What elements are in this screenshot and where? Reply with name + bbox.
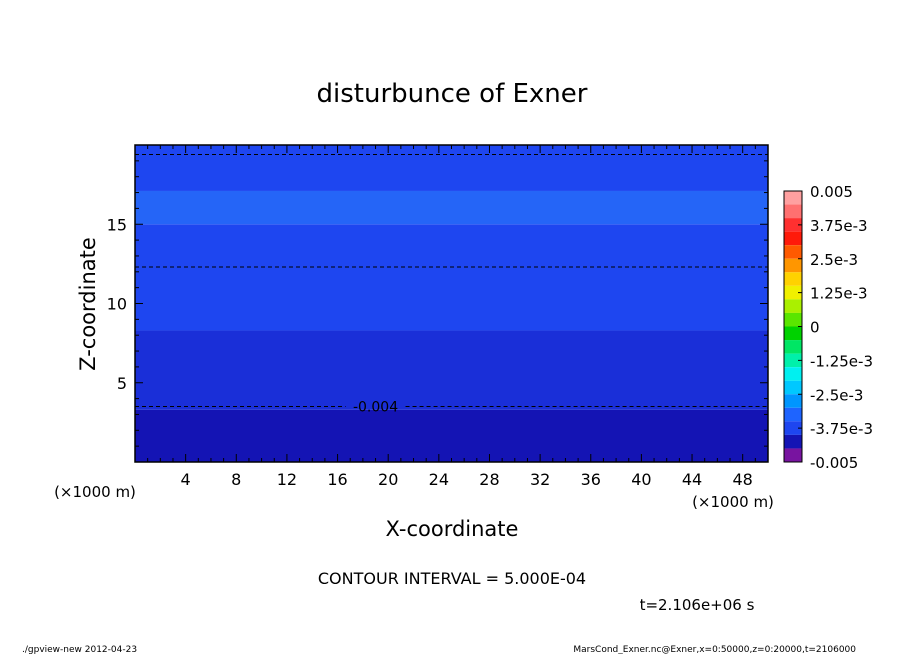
colorbar-swatch xyxy=(784,367,802,381)
colorbar-swatch xyxy=(784,245,802,259)
y-tick-label: 5 xyxy=(117,374,127,393)
heatmap-band xyxy=(135,224,768,331)
colorbar-swatch xyxy=(784,353,802,368)
colorbar-swatch xyxy=(784,285,802,300)
x-tick-label: 44 xyxy=(682,470,702,489)
contour-label: -0.004 xyxy=(353,400,398,416)
y-tick-label: 10 xyxy=(107,295,127,314)
footer-right: MarsCond_Exner.nc@Exner,x=0:50000,z=0:20… xyxy=(573,645,856,654)
colorbar-label: 1.25e-3 xyxy=(810,285,868,303)
y-tick-label: 15 xyxy=(107,215,127,234)
heatmap-bands xyxy=(135,145,768,462)
footer-left: ./gpview-new 2012-04-23 xyxy=(22,645,137,654)
heatmap-band xyxy=(135,190,768,225)
colorbar-swatch xyxy=(784,394,802,408)
colorbar-swatch xyxy=(784,407,802,422)
chart-title: disturbunce of Exner xyxy=(317,79,588,109)
contour-interval-note: CONTOUR INTERVAL = 5.000E-04 xyxy=(318,569,586,588)
colorbar-label: -0.005 xyxy=(810,454,858,472)
colorbar-swatch xyxy=(784,204,802,219)
heatmap-band xyxy=(135,330,768,410)
y-axis-label: Z-coordinate xyxy=(76,237,100,371)
x-tick-label: 12 xyxy=(277,470,297,489)
x-tick-label: 20 xyxy=(378,470,398,489)
heatmap-band xyxy=(135,409,768,462)
colorbar-label: 2.5e-3 xyxy=(810,251,858,269)
colorbar-swatch xyxy=(784,231,802,246)
colorbar-label: 0.005 xyxy=(810,183,853,201)
x-tick-label: 28 xyxy=(479,470,499,489)
y-axis-unit: (×1000 m) xyxy=(54,483,136,501)
colorbar-swatch xyxy=(784,312,802,327)
colorbar-swatch xyxy=(784,434,802,449)
colorbar: 0.005 3.75e-3 2.5e-3 1.25e-3 0 -1.25e-3 -2.5e-… xyxy=(783,183,873,472)
colorbar-swatch xyxy=(784,340,802,354)
x-axis-label: X-coordinate xyxy=(386,517,519,541)
x-tick-label: 8 xyxy=(231,470,241,489)
colorbar-swatch xyxy=(784,299,802,313)
colorbar-swatch xyxy=(784,191,802,205)
x-tick-label: 48 xyxy=(733,470,753,489)
heatmap-band xyxy=(135,145,768,191)
colorbar-swatch xyxy=(784,421,802,435)
colorbar-swatch xyxy=(784,272,802,286)
x-tick-label: 24 xyxy=(429,470,449,489)
x-tick-label: 16 xyxy=(327,470,347,489)
colorbar-label: 0 xyxy=(810,319,820,337)
colorbar-swatch xyxy=(784,326,802,341)
x-tick-label: 4 xyxy=(181,470,191,489)
colorbar-swatch xyxy=(784,258,802,273)
contour-lines: -0.004 xyxy=(135,154,768,416)
colorbar-label: -2.5e-3 xyxy=(810,386,863,404)
colorbar-swatch xyxy=(784,448,802,462)
x-tick-label: 32 xyxy=(530,470,550,489)
colorbar-label: -3.75e-3 xyxy=(810,420,873,438)
colorbar-swatch xyxy=(784,218,802,232)
x-tick-label: 40 xyxy=(631,470,651,489)
x-tick-label: 36 xyxy=(581,470,601,489)
colorbar-swatch xyxy=(784,380,802,395)
colorbar-label: 3.75e-3 xyxy=(810,217,868,235)
time-stamp: t=2.106e+06 s xyxy=(640,596,755,614)
colorbar-label: -1.25e-3 xyxy=(810,352,873,370)
x-axis-unit: (×1000 m) xyxy=(692,493,774,511)
